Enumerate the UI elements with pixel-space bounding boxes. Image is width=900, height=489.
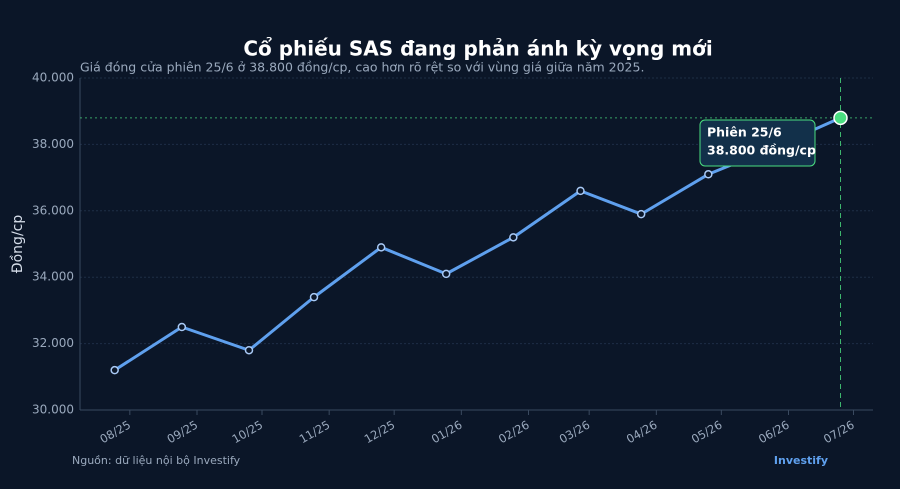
brand: Investify	[774, 454, 828, 467]
x-tick-label: 09/25	[165, 418, 201, 447]
line	[113, 116, 842, 372]
x-tick-label: 01/26	[429, 418, 465, 447]
y-tick-label: 32.000	[32, 336, 74, 350]
marker	[244, 345, 254, 355]
y-tick-label: 30.000	[32, 403, 74, 417]
y-tick-label: 34.000	[32, 270, 74, 284]
marker	[636, 209, 646, 219]
x-tick-label: 12/25	[362, 418, 398, 447]
x-tick-label: 05/26	[689, 418, 725, 447]
marker	[441, 269, 451, 279]
marker	[177, 322, 187, 332]
chart-subtitle: Giá đóng cửa phiên 25/6 ở 38.800 đồng/cp…	[80, 60, 644, 75]
annotation-text: 38.800 đồng/cp	[707, 143, 816, 158]
y-tick-label: 40.000	[32, 71, 74, 85]
marker	[509, 233, 518, 242]
x-tick-label: 02/26	[496, 418, 532, 447]
marker	[704, 170, 713, 179]
y-axis-label: Đồng/cp	[9, 215, 26, 274]
x-tick-label: 10/25	[230, 418, 266, 447]
marker	[576, 186, 585, 196]
x-tick-label: 04/26	[624, 418, 660, 447]
x-tick-label: 03/26	[557, 418, 593, 447]
x-tick-label: 08/25	[97, 418, 133, 447]
chart-title: Cổ phiếu SAS đang phản ánh kỳ vọng mới	[243, 37, 712, 61]
marker	[309, 292, 319, 302]
x-tick-label: 07/26	[821, 418, 857, 447]
source: Nguồn: dữ liệu nội bộ Investify	[72, 454, 241, 467]
annotation-box	[699, 119, 816, 167]
marker	[376, 243, 386, 252]
marker	[110, 365, 119, 375]
highlight-marker	[833, 110, 848, 126]
x-tick-label: 06/26	[756, 418, 792, 447]
x-tick-label: 11/25	[297, 418, 333, 447]
annotation-text: Phiên 25/6	[707, 125, 782, 140]
y-tick-label: 36.000	[32, 203, 74, 217]
y-tick-label: 38.000	[32, 137, 74, 151]
